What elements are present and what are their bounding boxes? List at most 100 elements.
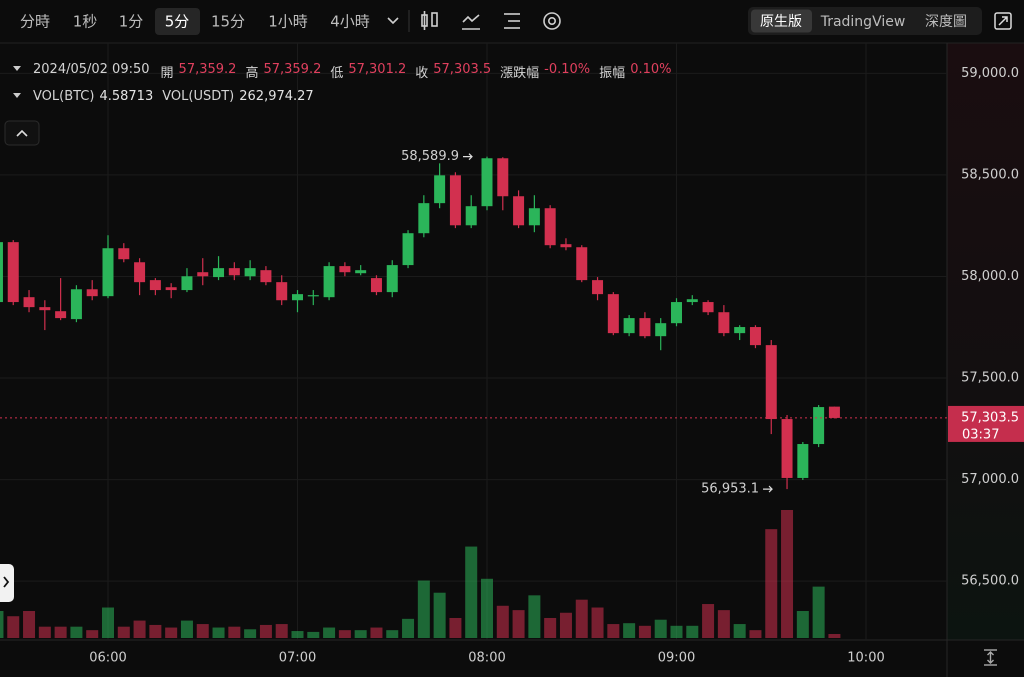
volume-bar <box>180 620 193 638</box>
y-tick-label: 56,500.0 <box>961 574 1019 589</box>
candle-body <box>213 268 225 278</box>
y-tick-label: 57,500.0 <box>961 371 1019 386</box>
price-axis-bg <box>947 43 1024 640</box>
candle-body <box>765 345 777 420</box>
volume-bar <box>102 607 114 638</box>
view-selected-bg <box>751 9 812 33</box>
interval-button[interactable]: 15分 <box>211 13 245 31</box>
legend-value: 0.10% <box>630 62 672 77</box>
candle-body <box>560 244 572 248</box>
volume-bar <box>417 580 430 638</box>
candle-body <box>228 268 240 276</box>
candle-body <box>7 242 19 303</box>
interval-button[interactable]: 5分 <box>165 13 190 31</box>
candle-body <box>607 294 619 334</box>
volume-bar <box>749 630 762 638</box>
candle-body <box>55 311 67 319</box>
volume-bar <box>244 629 257 638</box>
candle-body <box>576 247 588 281</box>
interval-button[interactable]: 1秒 <box>73 13 98 31</box>
candle-body <box>402 233 414 266</box>
legend-value: 57,359.2 <box>178 62 237 77</box>
volume-bar <box>275 624 288 638</box>
legend-value: 57,301.2 <box>348 62 407 77</box>
view-button[interactable]: 原生版 <box>760 14 802 30</box>
candle-body <box>734 327 746 334</box>
interval-button[interactable]: 4小時 <box>330 13 370 31</box>
volume-bar <box>449 617 462 638</box>
x-tick-label: 09:00 <box>658 651 695 666</box>
candle-body <box>513 196 525 226</box>
volume-bar <box>496 605 509 638</box>
ohlc-legend: 2024/05/02 09:50 開 57,359.2 高 57,359.2 低 57,3… <box>33 62 676 81</box>
volume-bar <box>623 623 636 638</box>
view-button[interactable]: TradingView <box>820 14 906 30</box>
fullscreen-icon[interactable] <box>994 12 1012 30</box>
volume-bar <box>638 625 651 638</box>
more-intervals[interactable] <box>387 17 399 25</box>
candle-body <box>386 265 398 293</box>
candle-body <box>797 444 809 478</box>
volume-bar <box>433 592 446 638</box>
volume-bar <box>133 620 146 638</box>
y-tick-label: 58,500.0 <box>961 167 1019 182</box>
settings-list-icon[interactable] <box>504 13 520 29</box>
candle-body <box>828 406 840 418</box>
volume-bar <box>354 630 367 638</box>
candle-type-icon[interactable] <box>421 11 438 30</box>
candle-body <box>671 302 682 324</box>
candle-body <box>418 203 430 234</box>
volume-legend: VOL(BTC) 4.58713 VOL(USDT) 262,974.27 <box>33 89 318 104</box>
volume-bar <box>23 611 36 638</box>
volume-bar <box>528 595 541 638</box>
volume-bar <box>54 626 67 638</box>
interval-button[interactable]: 1小時 <box>268 13 308 31</box>
candle-body <box>481 158 493 207</box>
candle-body <box>102 248 114 297</box>
collapse-legend-button[interactable] <box>4 120 40 146</box>
candle-body <box>639 318 651 337</box>
volume-bar <box>165 627 178 638</box>
volume-value: 4.58713 <box>99 89 154 104</box>
volume-bar <box>386 630 399 638</box>
candle-body <box>307 295 319 297</box>
volume-bar <box>228 626 241 638</box>
volume-bar <box>291 631 304 638</box>
candle-body <box>181 276 193 291</box>
volume-bar <box>196 624 209 638</box>
candle-body <box>23 297 35 308</box>
candle-body <box>813 407 825 445</box>
indicator-icon[interactable] <box>462 14 480 30</box>
x-tick-label: 06:00 <box>89 651 126 666</box>
candle-body <box>686 299 698 303</box>
interval-button[interactable]: 1分 <box>119 13 144 31</box>
volume-legend-toggle[interactable] <box>13 93 21 98</box>
candle-body <box>276 282 288 301</box>
extreme-arrow <box>463 153 473 161</box>
volume-bar <box>559 612 572 638</box>
candle-body <box>702 302 714 313</box>
view-button[interactable]: 深度圖 <box>925 14 967 30</box>
candle-body <box>118 248 130 260</box>
volume-bar <box>149 624 162 638</box>
interval-button[interactable]: 分時 <box>20 13 50 31</box>
scale-reset-icon[interactable] <box>984 649 997 666</box>
legend-value: 57,359.2 <box>263 62 322 77</box>
volume-bar <box>686 625 699 638</box>
gear-icon[interactable] <box>543 12 561 30</box>
volume-bar <box>0 611 4 638</box>
volume-bar <box>117 626 130 638</box>
legend-toggle[interactable] <box>13 66 21 71</box>
candle-body <box>149 280 161 291</box>
x-tick-label: 10:00 <box>847 651 884 666</box>
collapse-arrow <box>16 129 28 137</box>
candle-body <box>39 307 51 311</box>
candle-body <box>655 323 667 337</box>
volume-bar <box>481 578 493 638</box>
y-tick-label: 58,000.0 <box>961 269 1019 284</box>
candle-body <box>623 318 635 334</box>
volume-bar <box>323 627 336 638</box>
volume-bar <box>307 631 320 638</box>
legend-label: 高 <box>245 66 259 81</box>
volume-bar <box>670 625 683 638</box>
